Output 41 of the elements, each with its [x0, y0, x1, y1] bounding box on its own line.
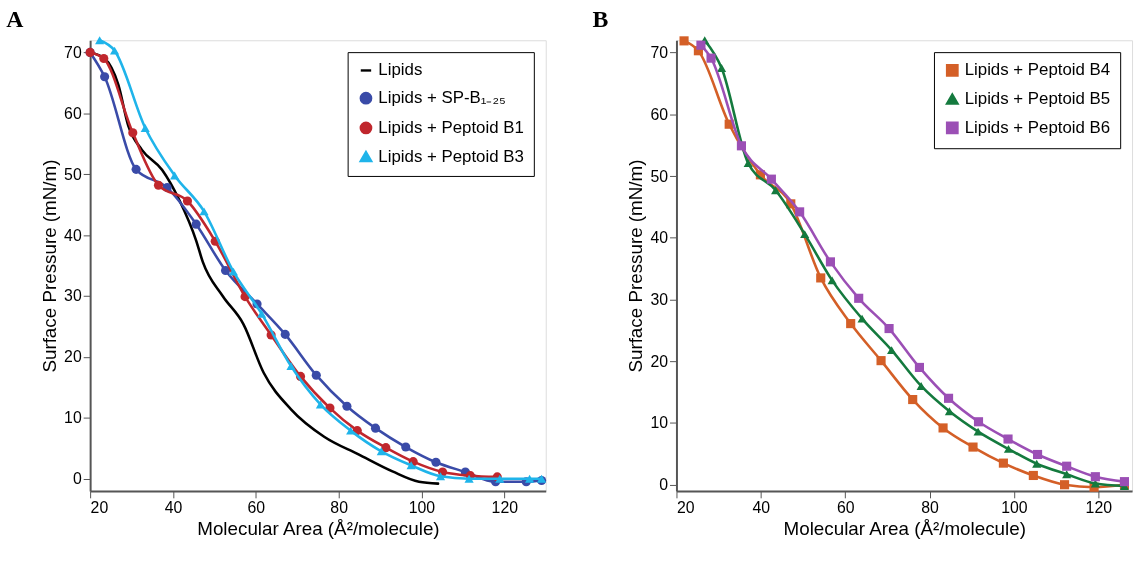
legend-label: Lipids + Peptoid B3 [378, 146, 524, 166]
legend-label: Lipids + Peptoid B1 [378, 117, 524, 137]
chart-title: B [592, 6, 609, 33]
x-tick-label: 20 [676, 499, 695, 517]
legend-label: Lipids + Peptoid B6 [964, 117, 1111, 137]
y-tick-label: 50 [64, 165, 82, 183]
x-tick-label: 60 [247, 499, 266, 517]
y-tick-label: 10 [64, 409, 82, 427]
x-tick-label: 20 [90, 499, 109, 517]
x-tick-label: 80 [921, 499, 940, 517]
y-axis-title: Surface Pressure (mN/m) [39, 159, 61, 373]
x-tick-label: 40 [164, 499, 183, 517]
x-tick-label: 60 [836, 499, 855, 517]
y-tick-label: 20 [650, 352, 669, 370]
x-axis-title: Molecular Area (Å²/molecule) [783, 517, 1026, 539]
legend-label: Lipids + SP-B₁₋₂₅ [378, 88, 506, 108]
y-tick-label: 70 [650, 44, 669, 62]
y-tick-label: 0 [72, 470, 82, 488]
y-tick-label: 20 [64, 348, 82, 366]
x-tick-label: 120 [1085, 499, 1113, 517]
y-tick-label: 0 [659, 476, 669, 494]
y-tick-label: 40 [650, 229, 669, 247]
y-axis-title: Surface Pressure (mN/m) [625, 159, 647, 373]
y-tick-label: 30 [64, 287, 82, 305]
y-tick-label: 10 [650, 414, 669, 432]
x-tick-label: 80 [330, 499, 349, 517]
legend-label: Lipids [378, 60, 423, 80]
chart-title: A [6, 6, 24, 33]
x-tick-label: 120 [491, 499, 519, 517]
y-tick-label: 60 [650, 105, 669, 123]
legend-label: Lipids + Peptoid B4 [964, 60, 1111, 80]
x-tick-label: 100 [1001, 499, 1028, 517]
y-tick-label: 60 [64, 104, 82, 122]
x-axis-title: Molecular Area (Å²/molecule) [197, 517, 440, 539]
x-tick-label: 100 [408, 499, 436, 517]
legend-label: Lipids + Peptoid B5 [964, 89, 1111, 109]
y-tick-label: 70 [64, 43, 82, 61]
y-tick-label: 30 [650, 290, 669, 308]
x-tick-label: 40 [752, 499, 771, 517]
y-tick-label: 40 [64, 226, 82, 244]
y-tick-label: 50 [650, 167, 669, 185]
